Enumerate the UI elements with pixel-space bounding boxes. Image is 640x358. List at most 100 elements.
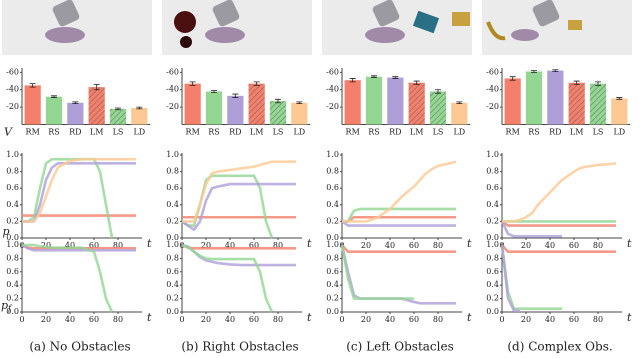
y-tick-label: -60 [166,67,179,76]
y-axis-label: pf [1,299,13,313]
y-tick-label: 0.8 [486,167,499,176]
bar [24,85,41,125]
line [22,243,114,313]
scene-c [322,0,472,55]
scene-a [2,0,152,55]
line [501,220,616,227]
x-tick-label: RM [186,128,200,137]
y-tick-label: 0.8 [166,167,179,176]
x-tick-label: 60 [249,315,259,324]
line [501,244,616,253]
y-axis-label: V [4,126,13,139]
x-axis-label: t [627,311,632,324]
x-tick-label: 20 [361,241,371,250]
y-tick-label: -40 [326,85,339,94]
x-tick-label: 60 [409,241,419,250]
x-axis-label: t [467,237,472,250]
x-tick-label: 80 [113,241,123,250]
x-tick-label: 80 [433,315,443,324]
target [511,29,539,41]
x-tick-label: LD [453,128,465,137]
x-tick-label: RM [346,128,360,137]
x-tick-label: LS [593,128,604,137]
x-tick-label: LM [250,128,264,137]
y-tick-label: 0.4 [326,200,339,209]
x-tick-label: 0 [19,315,24,324]
y-tick-label: 1.0 [326,150,339,159]
error-bar [435,89,441,94]
bar [227,95,244,125]
bar [205,91,223,125]
y-tick-label: 0.4 [486,280,499,289]
x-axis-label: t [147,311,152,324]
x-tick-label: 60 [569,315,579,324]
line [341,220,456,227]
caption: (b) Right Obstacles [181,340,298,354]
obstacle [174,11,196,33]
error-bar [136,106,143,110]
bar [611,98,628,125]
x-tick-label: LD [293,128,305,137]
x-tick-label: 80 [273,241,283,250]
x-tick-label: 40 [225,241,235,250]
x-tick-label: RS [528,128,540,137]
y-tick-label: 0.2 [166,294,179,303]
error-bar [531,70,537,73]
x-tick-label: RD [549,128,561,137]
y-tick-label: 0.2 [326,294,339,303]
y-tick-label: 0.4 [166,200,179,209]
robot-arm [532,0,560,27]
y-tick-label: 1.0 [326,240,339,249]
line [342,207,456,223]
y-tick-label: 0.8 [326,167,339,176]
x-tick-label: 20 [521,241,531,250]
x-tick-label: 60 [569,241,579,250]
y-tick-label: 0.8 [486,253,499,262]
bar [589,83,607,125]
x-tick-label: 40 [225,315,235,324]
y-tick-label: 0.6 [486,267,499,276]
y-tick-label: -40 [486,85,499,94]
y-tick-label: 0.8 [166,253,179,262]
line [21,243,136,252]
y-tick-label: 0.0 [486,307,499,316]
line [500,244,520,312]
x-tick-label: 40 [385,241,395,250]
line [342,215,456,223]
y-tick-label: 0.6 [326,267,339,276]
x-tick-label: 20 [201,315,211,324]
x-axis-label: t [467,311,472,324]
y-tick-label: -20 [486,102,499,111]
scene-d [482,0,632,55]
error-bar [349,78,356,83]
bar [408,82,425,125]
bar [451,102,468,125]
y-tick-label: 0.2 [326,216,339,225]
line [22,162,136,223]
y-tick-label: -20 [166,102,179,111]
y-tick-label: 1.0 [166,150,179,159]
target [365,27,405,43]
y-tick-label: 0.6 [166,183,179,192]
x-tick-label: 80 [433,241,443,250]
x-tick-label: RS [48,128,60,137]
target [45,27,85,43]
x-axis-label: t [147,237,152,250]
line [181,243,296,250]
obstacle [452,12,470,26]
y-tick-label: 0.4 [6,280,19,289]
scene-images [2,0,632,55]
x-tick-label: 40 [65,315,75,324]
bar [67,102,84,125]
y-tick-label: -40 [6,85,19,94]
error-bar [29,83,36,88]
robot-arm [372,0,400,27]
x-tick-label: RD [229,128,241,137]
error-bar [211,90,217,93]
error-bar [371,75,377,78]
x-tick-label: 80 [593,315,603,324]
bar [184,83,201,125]
x-tick-label: LD [133,128,145,137]
line [181,182,296,231]
